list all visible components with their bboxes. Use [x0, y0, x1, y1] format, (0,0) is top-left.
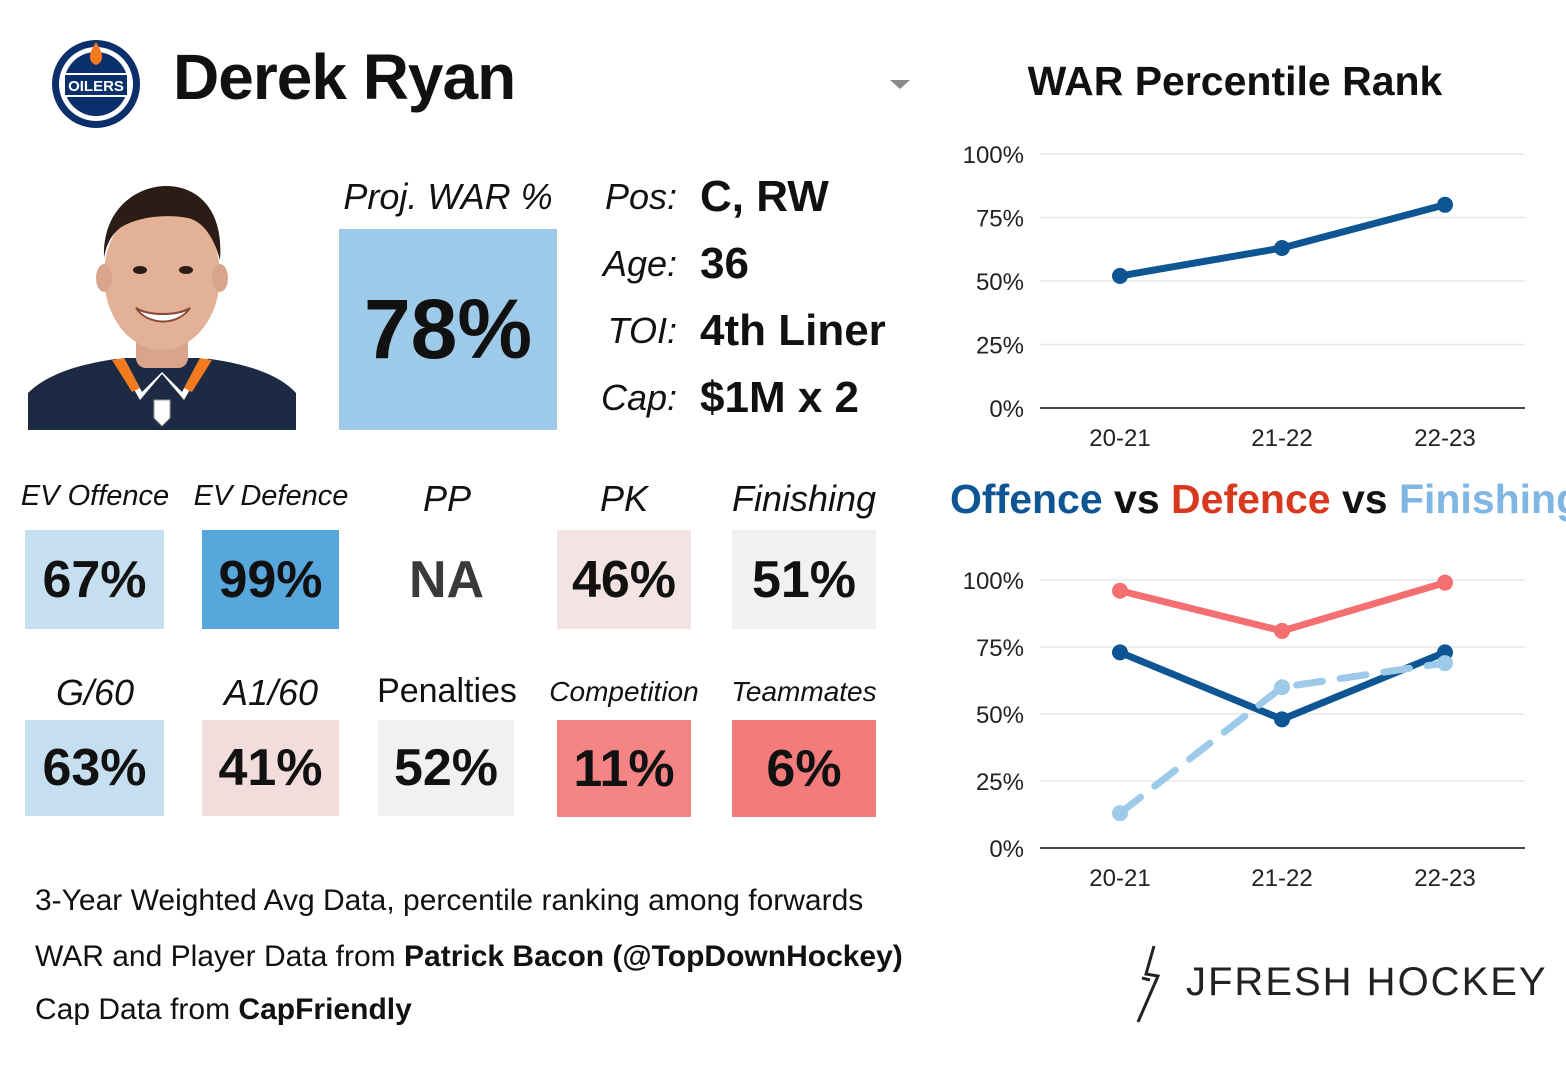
jfresh-logo-icon	[1136, 945, 1161, 1023]
chart-2-title-vs-1: vs	[1102, 476, 1172, 522]
player-name: Derek Ryan	[173, 41, 516, 113]
stat-label-pk: PK	[599, 478, 649, 519]
proj-war-value: 78%	[339, 229, 557, 430]
chart-2-y-tick-label: 100%	[963, 568, 1024, 595]
chart-2-series-0-point	[1112, 582, 1128, 599]
info-value-cap: $1M x 2	[700, 373, 859, 422]
oilers-logo: OILERS	[52, 40, 140, 128]
footer-line-2: WAR and Player Data from Patrick Bacon (…	[35, 940, 903, 974]
stat-value-finishing: 51%	[732, 530, 876, 629]
chart-2-x-tick-label: 22-23	[1414, 865, 1475, 892]
chart-2-series-0-point	[1437, 574, 1453, 591]
chart-1-x-tick-label: 22-23	[1414, 425, 1475, 452]
proj-war-label: Proj. WAR %	[343, 176, 553, 217]
info-label-toi: TOI:	[607, 310, 677, 351]
stat-value-g60: 63%	[25, 720, 164, 816]
chart-1-y-tick-label: 0%	[989, 396, 1024, 423]
info-value-age: 36	[700, 239, 749, 288]
chart-1-x-tick-label: 21-22	[1251, 425, 1312, 452]
chart-2-y-tick-label: 0%	[989, 836, 1024, 863]
stat-label-g60: G/60	[55, 672, 135, 713]
info-value-toi: 4th Liner	[700, 306, 886, 355]
footer-line-1: 3-Year Weighted Avg Data, percentile ran…	[35, 884, 864, 917]
stat-label-ev-defence: EV Defence	[193, 480, 349, 512]
stat-label-teammates: Teammates	[731, 676, 877, 707]
info-label-position: Pos:	[604, 176, 677, 217]
chart-2-series-1-point	[1274, 711, 1290, 728]
chart-2-x-tick-label: 20-21	[1089, 865, 1150, 892]
chart-2-series-1-point	[1112, 644, 1128, 661]
footer-source-cap: CapFriendly	[238, 993, 412, 1026]
chart-2-title-offence: Offence	[950, 476, 1103, 522]
chart-1-series-0-point	[1437, 196, 1453, 213]
war-percentile-chart: 0% 25% 50% 75% 100% 20-21 21-22 22-23	[963, 142, 1525, 452]
stat-value-ev-offence: 67%	[25, 530, 164, 629]
footer-source-war: Patrick Bacon (@TopDownHockey)	[404, 940, 903, 973]
chart-1-series-0-point	[1112, 267, 1128, 284]
footer-line-2-prefix: WAR and Player Data from	[35, 940, 405, 973]
chart-1-x-tick-label: 20-21	[1089, 425, 1150, 452]
info-label-age: Age:	[602, 243, 677, 284]
chart-2-title-finishing: Finishing	[1398, 476, 1566, 522]
footer-line-3: Cap Data from CapFriendly	[35, 993, 412, 1027]
stat-label-ev-offence: EV Offence	[20, 480, 170, 512]
chart-1-y-tick-label: 75%	[976, 206, 1024, 233]
chart-2-series-2-point	[1112, 805, 1128, 822]
chart-1-series-0-point	[1274, 239, 1290, 256]
chart-1-y-tick-label: 25%	[976, 333, 1024, 360]
chart-2-y-tick-label: 75%	[976, 635, 1024, 662]
chart-2-series-2-point	[1437, 655, 1453, 672]
player-dropdown-icon[interactable]	[890, 80, 910, 89]
offence-defence-finishing-chart: 0% 25% 50% 75% 100% 20-21 21-22 22-23	[963, 568, 1525, 892]
chart-1-y-tick-label: 50%	[976, 269, 1024, 296]
chart-1-title: WAR Percentile Rank	[1027, 58, 1443, 104]
stat-value-pk: 46%	[557, 530, 691, 629]
brand-wordmark: JFRESH HOCKEY	[1186, 960, 1548, 1004]
chart-2-title: Offence vs Defence vs Finishing	[950, 476, 1566, 523]
stat-value-pp: NA	[378, 530, 515, 629]
info-value-position: C, RW	[700, 172, 829, 221]
chart-2-title-defence: Defence	[1171, 476, 1331, 522]
stat-value-teammates: 6%	[732, 720, 876, 817]
stat-label-a160: A1/60	[223, 672, 319, 713]
chart-2-x-tick-label: 21-22	[1251, 865, 1312, 892]
stat-label-competition: Competition	[549, 676, 699, 707]
stat-value-ev-defence: 99%	[202, 530, 339, 629]
chart-2-series-2-point	[1274, 679, 1290, 696]
stat-value-a160: 41%	[202, 720, 339, 816]
stat-value-competition: 11%	[557, 720, 691, 817]
player-photo	[28, 178, 296, 430]
footer-line-3-prefix: Cap Data from	[35, 993, 239, 1026]
logo-wordmark: OILERS	[68, 78, 124, 95]
stat-label-penalties: Penalties	[377, 672, 517, 710]
chart-2-y-tick-label: 25%	[976, 769, 1024, 796]
chart-1-y-tick-label: 100%	[963, 142, 1024, 169]
chart-2-series-0-point	[1274, 622, 1290, 639]
info-label-cap: Cap:	[600, 377, 677, 418]
stat-label-finishing: Finishing	[731, 478, 877, 519]
chart-2-title-vs-2: vs	[1330, 476, 1399, 522]
stat-value-penalties: 52%	[378, 720, 514, 816]
stat-label-pp: PP	[422, 478, 472, 519]
chart-2-y-tick-label: 50%	[976, 702, 1024, 729]
